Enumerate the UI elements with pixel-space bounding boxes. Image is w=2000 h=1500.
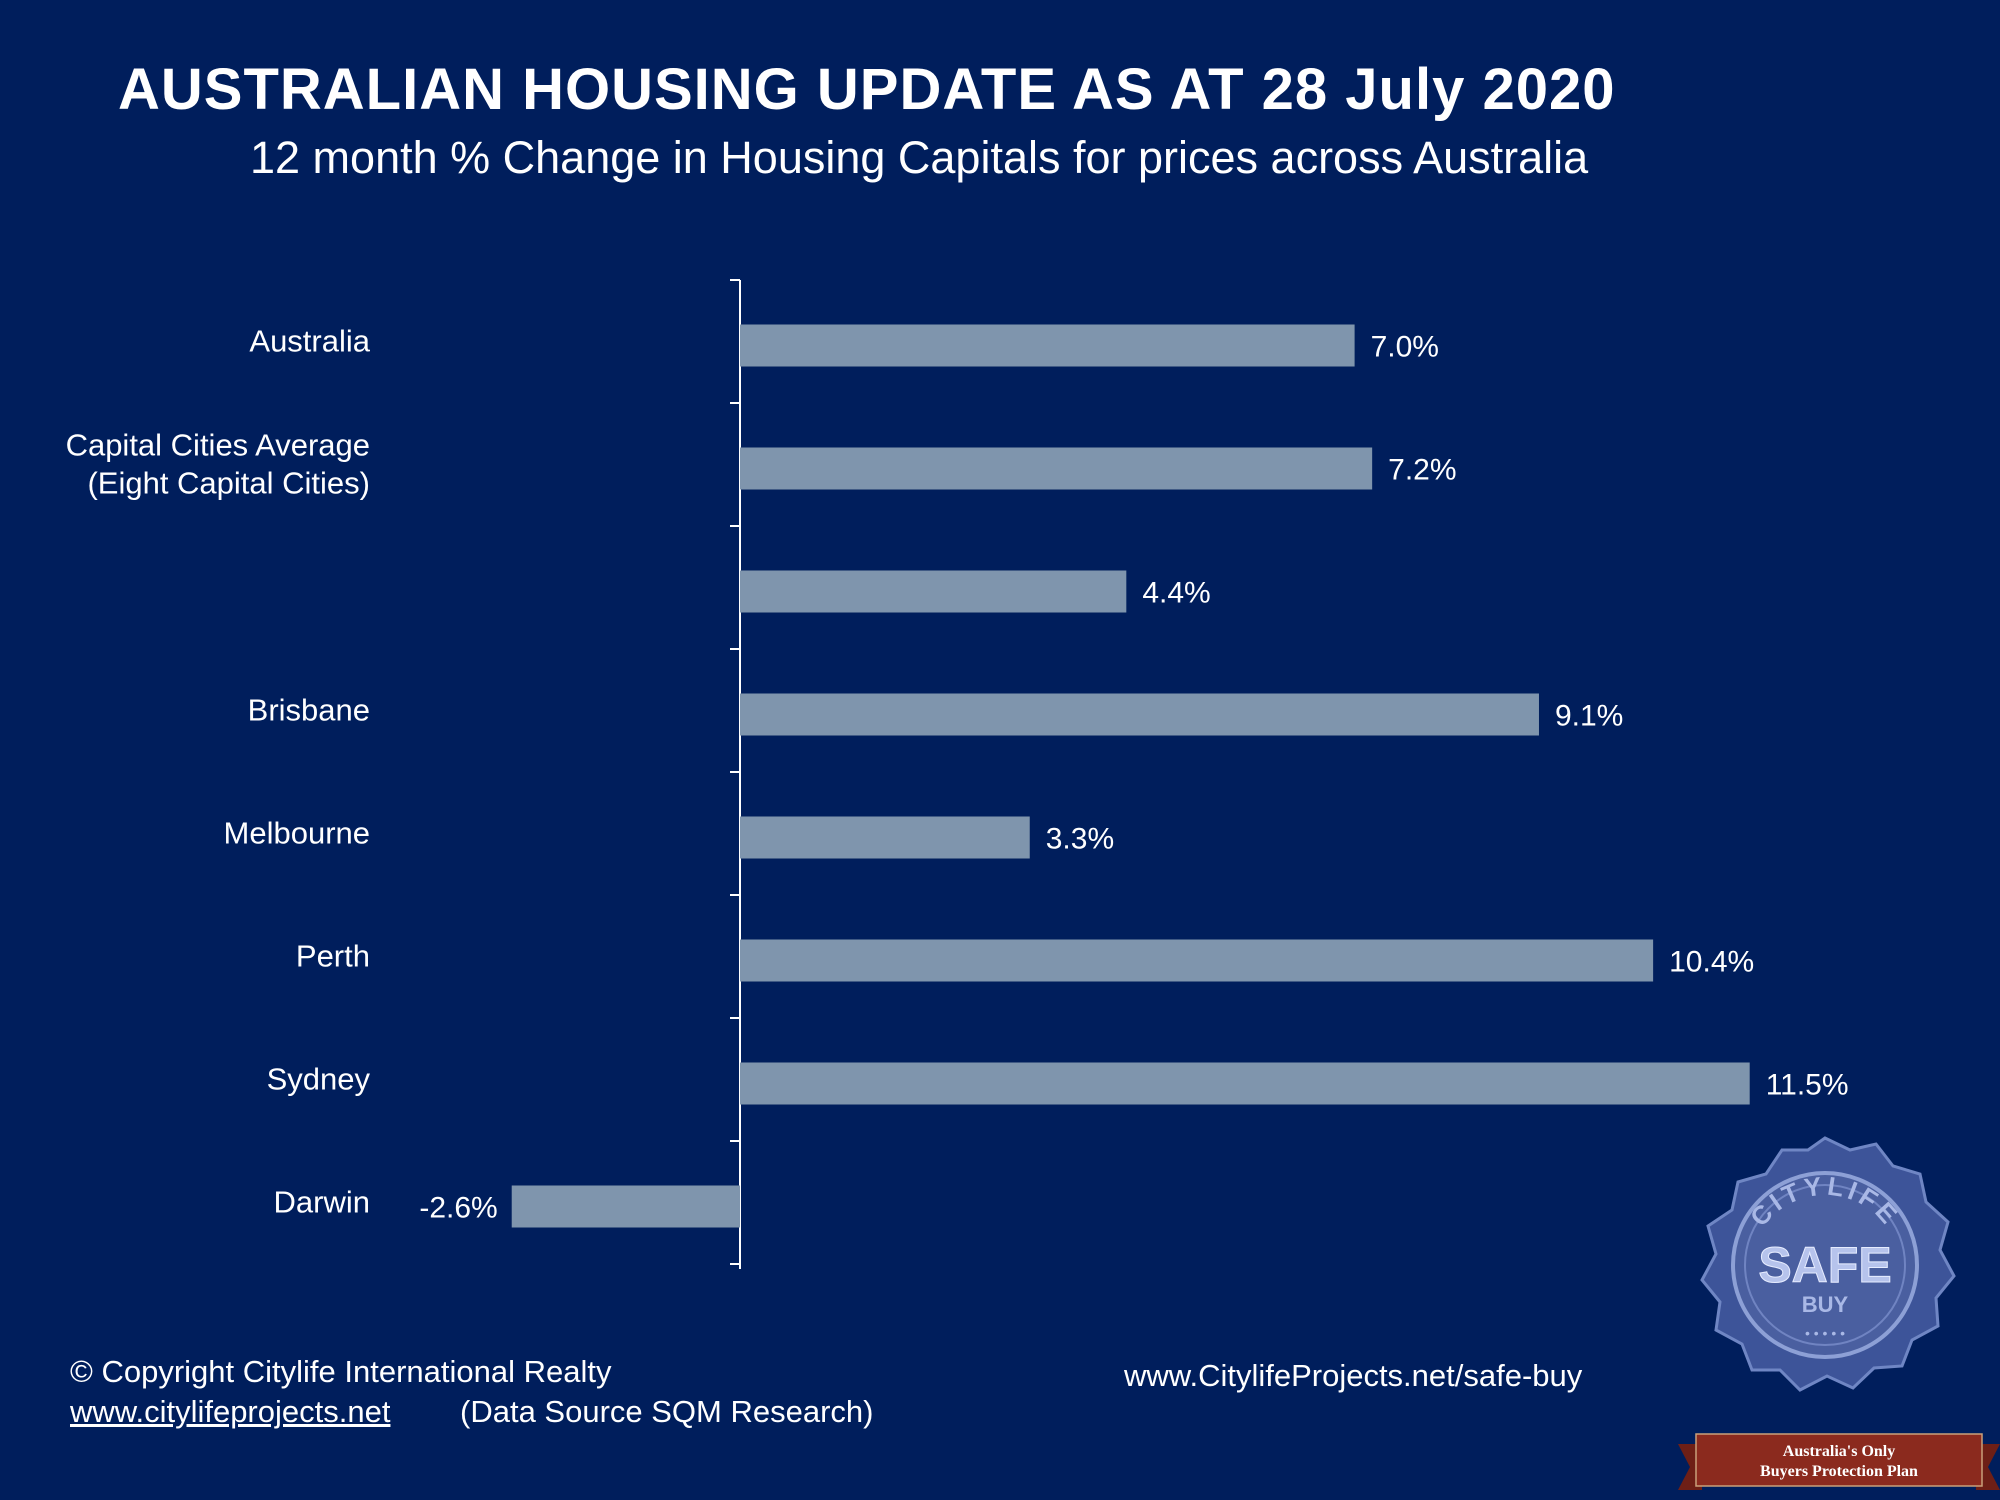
data-label: 7.2% [1388, 454, 1456, 487]
category-label: Darwin [274, 1185, 370, 1220]
bar [740, 816, 1030, 859]
bar [740, 447, 1373, 490]
category-label: Perth [296, 939, 370, 974]
bar [740, 324, 1355, 367]
safe-buy-seal-logo: CITYLIFE SAFE BUY • • • • • [1700, 1136, 1956, 1392]
bar [511, 1185, 740, 1228]
copyright-text: © Copyright Citylife International Realt… [70, 1354, 612, 1389]
data-label: 11.5% [1766, 1069, 1849, 1102]
category-label: Brisbane [248, 693, 370, 728]
category-label: Sydney [267, 1062, 371, 1097]
buyers-protection-banner: Australia's Only Buyers Protection Plan [1678, 1433, 2000, 1490]
bar [740, 570, 1127, 613]
data-label: 9.1% [1555, 700, 1623, 733]
bar [740, 939, 1654, 982]
category-label: Australia [249, 324, 370, 359]
banner-line1: Australia's Only [1783, 1443, 1895, 1460]
category-label: (Eight Capital Cities) [87, 466, 370, 501]
safe-buy-url: www.CitylifeProjects.net/safe-buy [1124, 1358, 1583, 1393]
bar [740, 693, 1539, 736]
seal-main-text: SAFE [1758, 1237, 1891, 1293]
bar-chart: 7.0% Australia 7.2% Capital Cities Average(… [66, 279, 1849, 1269]
bar [740, 1062, 1750, 1105]
data-label: -2.6% [419, 1192, 497, 1225]
data-source-text: (Data Source SQM Research) [460, 1394, 874, 1429]
seal-sub-text: BUY [1802, 1292, 1849, 1317]
data-label: 7.0% [1371, 331, 1439, 364]
data-label: 4.4% [1142, 577, 1210, 610]
data-label: 3.3% [1046, 823, 1114, 856]
chart-title: AUSTRALIAN HOUSING UPDATE AS AT 28 July … [118, 57, 1616, 122]
category-label: Capital Cities Average [66, 428, 370, 463]
category-label: Melbourne [224, 816, 370, 851]
data-label: 10.4% [1669, 946, 1754, 979]
chart-subtitle: 12 month % Change in Housing Capitals fo… [250, 132, 1589, 183]
seal-dots: • • • • • [1805, 1325, 1845, 1341]
banner-line2: Buyers Protection Plan [1760, 1463, 1918, 1480]
website-link[interactable]: www.citylifeprojects.net [70, 1394, 391, 1429]
